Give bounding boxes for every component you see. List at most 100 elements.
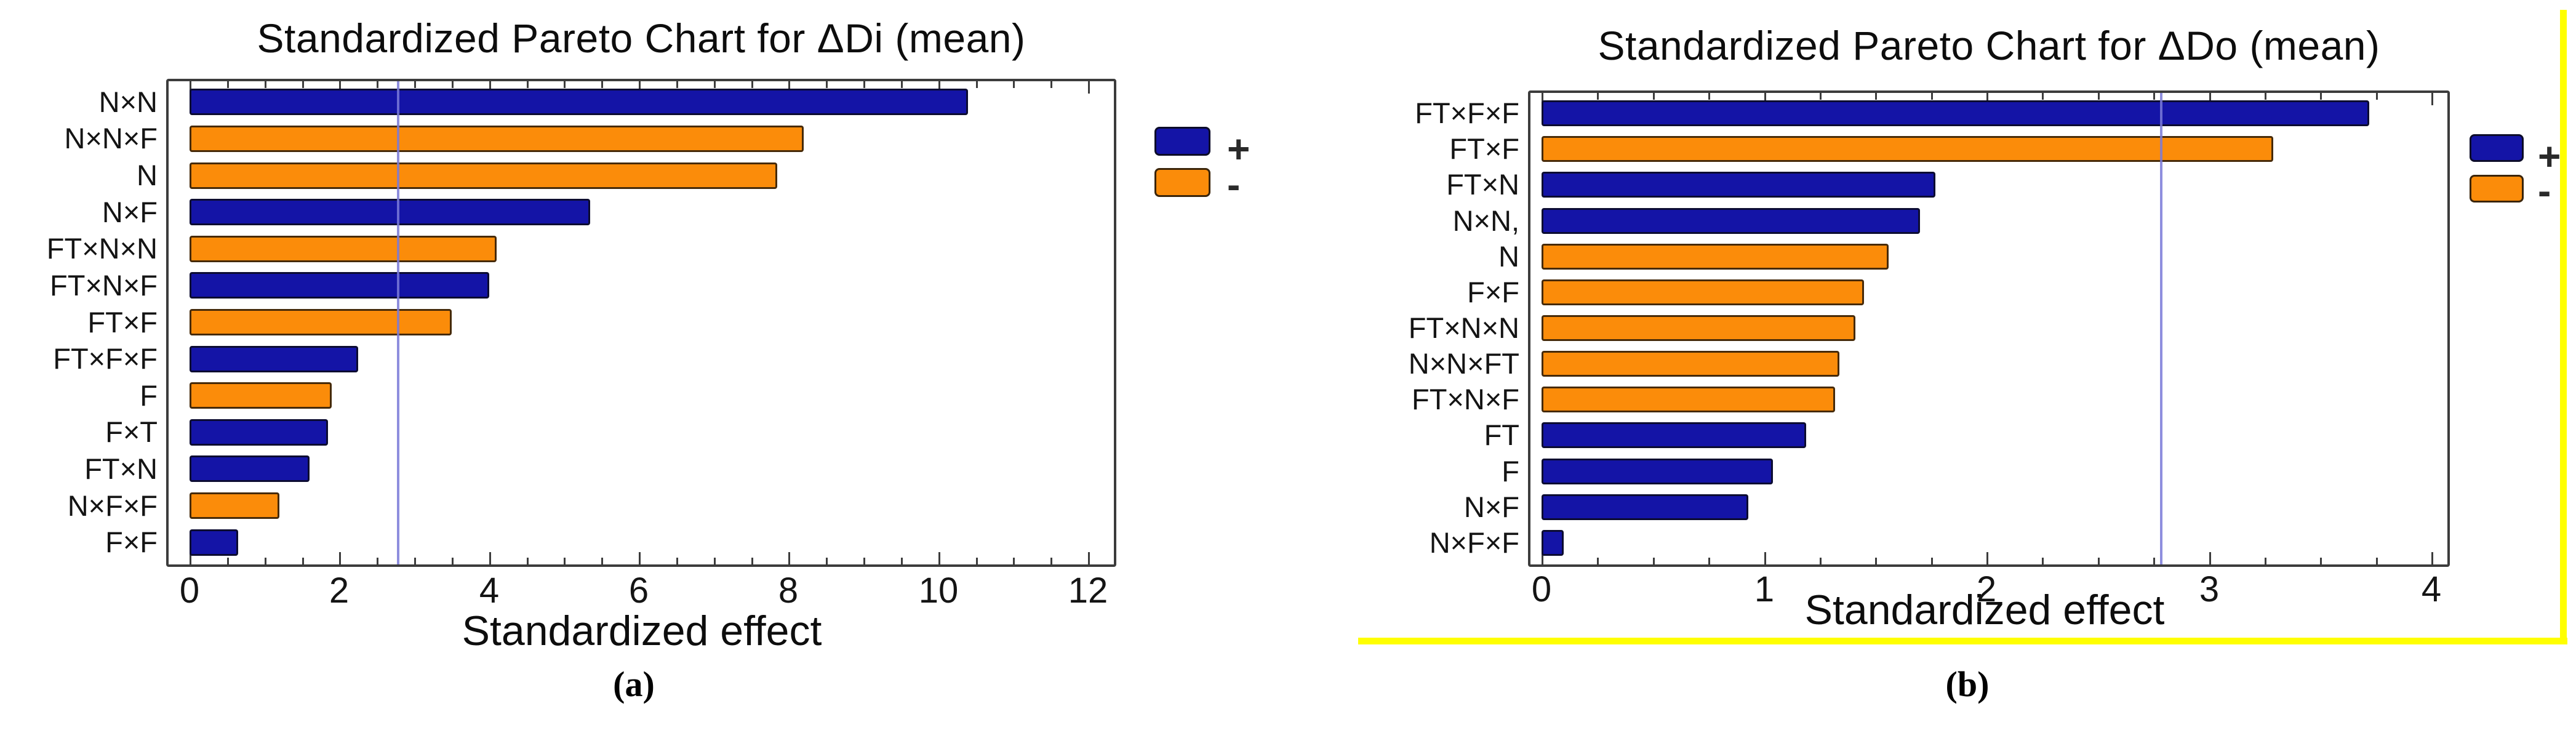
bar-a-N×N [190,89,968,115]
bar-a-N×N×F [190,126,804,152]
category-label-b: FT×N×F [1412,383,1519,415]
x-axis-tick-top-a [564,81,566,88]
legend-plus-swatch-a [1154,127,1210,156]
x-axis-tick-top-a [227,81,229,88]
x-axis-tick-top-a [377,81,378,88]
x-axis-tick-a [227,558,229,564]
category-label-b: N [1498,240,1519,273]
x-axis-label-a: Standardized effect [462,608,822,654]
x-axis-tick-top-b [2153,93,2155,100]
x-axis-tick-top-b [2265,93,2266,100]
x-axis-tick-top-b [2209,93,2211,105]
x-tick-label-b: 3 [2199,569,2220,609]
x-axis-tick-top-b [2098,93,2100,100]
x-axis-tick-top-a [901,81,903,88]
x-tick-label-b: 1 [1754,569,1775,609]
x-axis-tick-top-b [1708,93,1710,100]
x-tick-label-a: 12 [1068,571,1108,611]
category-label-b: FT×F [1449,132,1519,165]
x-axis-tick-b [2376,558,2378,564]
x-axis-tick-a [564,558,566,564]
legend-plus-label-a: + [1227,127,1250,171]
x-axis-tick-a [1088,552,1090,564]
category-label-b: FT×N×N [1408,311,1519,344]
category-label-a: N×N [98,86,158,118]
x-axis-tick-a [788,552,790,564]
x-axis-tick-top-a [751,81,753,88]
x-tick-label-b: 2 [1976,569,1997,609]
x-axis-tick-top-a [863,81,865,88]
legend-minus-label-b: - [2538,169,2551,213]
category-label-b: FT×F×F [1415,97,1519,129]
x-axis-tick-top-b [1875,93,1877,100]
category-label-a: N×F [102,196,158,228]
bar-a-FT×N×N [190,236,497,262]
panel-caption-a: (a) [613,664,655,704]
legend-minus-label-a: - [1227,162,1241,207]
bar-b-FT [1542,422,1806,448]
x-axis-tick-b [1931,558,1933,564]
category-label-a: F [140,379,158,412]
legend-plus-swatch-b [2470,134,2524,162]
x-axis-tick-a [863,558,865,564]
x-axis-tick-top-b [1820,93,1822,100]
bar-b-F×F [1542,279,1864,305]
x-axis-tick-b [1708,558,1710,564]
x-axis-tick-a [826,558,828,564]
reference-line-a [397,81,399,564]
x-axis-tick-top-b [1597,93,1599,100]
bar-a-FT×N [190,455,310,482]
category-label-b: N×F [1463,491,1519,523]
highlight-line-right [2560,10,2567,644]
x-axis-tick-a [489,552,491,564]
reference-line-b [2160,93,2162,564]
bar-b-FT×N [1542,172,1935,198]
bar-b-N×N, [1542,208,1920,234]
x-axis-tick-top-a [1088,81,1090,94]
x-axis-tick-top-b [1931,93,1933,100]
x-axis-tick-top-a [489,81,491,94]
x-axis-tick-a [302,558,304,564]
bar-a-N [190,162,777,189]
x-axis-tick-b [1542,552,1543,564]
x-axis-tick-top-a [1013,81,1015,88]
category-label-a: FT×N×F [50,269,158,302]
bar-b-N×F [1542,494,1748,520]
x-axis-tick-b [2431,552,2433,564]
bar-a-FT×N×F [190,272,489,299]
x-axis-tick-b [1653,558,1655,564]
x-tick-label-b: 0 [1531,569,1552,609]
chart-title-a: Standardized Pareto Chart for ΔDi (mean) [257,15,1026,61]
category-label-b: N×N, [1452,204,1519,237]
x-axis-tick-a [601,558,603,564]
x-axis-tick-a [339,552,341,564]
legend-minus-swatch-b [2470,175,2524,203]
x-tick-label-a: 2 [329,571,350,611]
x-axis-tick-b [2098,558,2100,564]
x-axis-tick-b [2209,552,2211,564]
x-tick-label-b: 4 [2421,569,2442,609]
bar-b-FT×N×F [1542,387,1835,412]
x-axis-tick-top-a [938,81,940,94]
x-axis-tick-top-a [339,81,341,94]
x-axis-tick-a [639,552,641,564]
bar-a-FT×F [190,309,452,335]
x-axis-tick-b [1820,558,1822,564]
x-axis-tick-b [2320,558,2322,564]
x-tick-label-a: 10 [918,571,959,611]
x-axis-tick-top-a [265,81,266,88]
x-axis-tick-a [527,558,529,564]
bar-a-FT×F×F [190,346,358,372]
category-label-b: N×F×F [1429,526,1519,559]
x-axis-tick-top-a [527,81,529,88]
legend-plus-label-b: + [2538,134,2561,178]
x-axis-tick-top-a [452,81,454,88]
x-axis-tick-b [1875,558,1877,564]
x-axis-tick-a [452,558,454,564]
x-axis-tick-a [901,558,903,564]
category-label-a: FT×F×F [53,342,158,375]
bar-a-F [190,382,332,409]
x-axis-tick-a [377,558,378,564]
x-tick-label-a: 4 [479,571,500,611]
x-axis-tick-top-a [826,81,828,88]
